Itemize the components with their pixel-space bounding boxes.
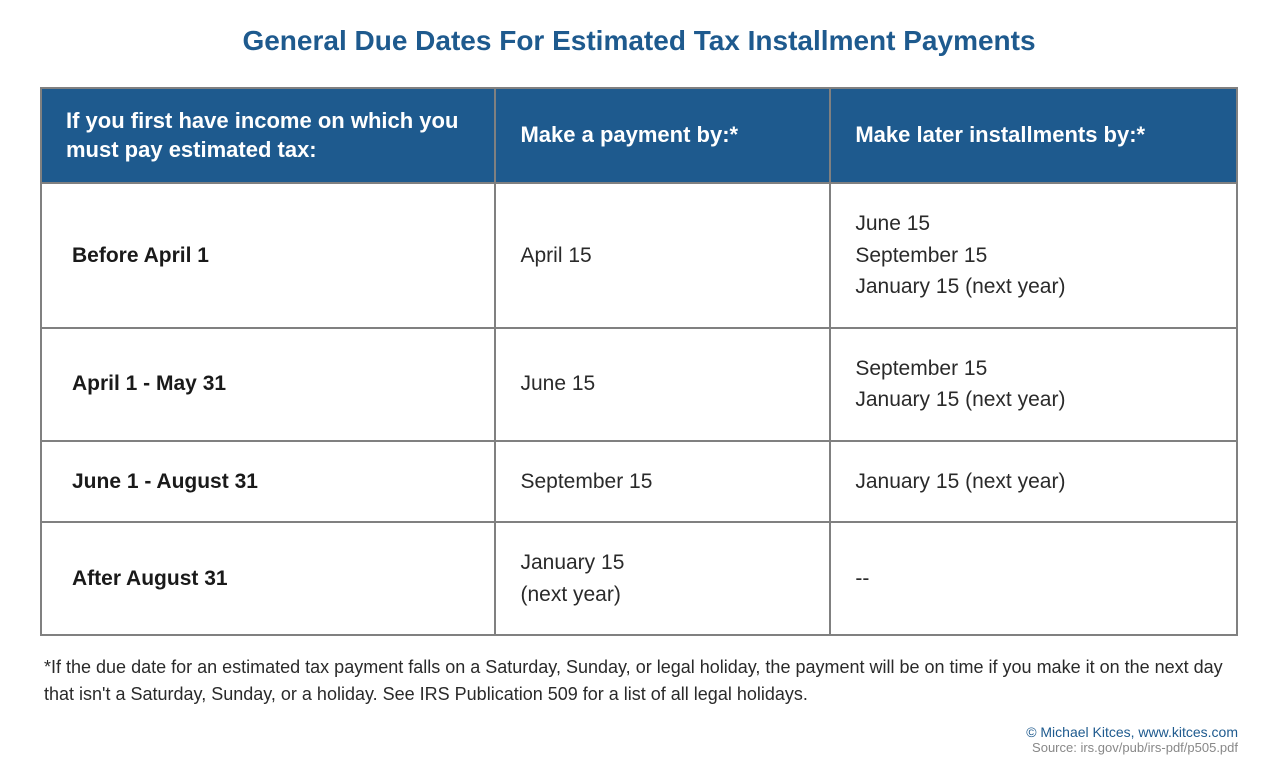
- header-payment-by: Make a payment by:*: [495, 88, 830, 183]
- cell-later: September 15January 15 (next year): [830, 328, 1237, 441]
- table-row: Before April 1 April 15 June 15September…: [41, 183, 1237, 328]
- page-title: General Due Dates For Estimated Tax Inst…: [40, 25, 1238, 57]
- cell-later: --: [830, 522, 1237, 635]
- cell-later: January 15 (next year): [830, 441, 1237, 523]
- table-row: April 1 - May 31 June 15 September 15Jan…: [41, 328, 1237, 441]
- footnote-text: *If the due date for an estimated tax pa…: [40, 654, 1238, 708]
- cell-period: After August 31: [41, 522, 495, 635]
- cell-later: June 15September 15January 15 (next year…: [830, 183, 1237, 328]
- cell-payment-by: June 15: [495, 328, 830, 441]
- source-text: Source: irs.gov/pub/irs-pdf/p505.pdf: [40, 740, 1238, 755]
- cell-payment-by: September 15: [495, 441, 830, 523]
- tax-dates-table: If you first have income on which you mu…: [40, 87, 1238, 636]
- cell-period: April 1 - May 31: [41, 328, 495, 441]
- cell-period: Before April 1: [41, 183, 495, 328]
- cell-payment-by: January 15(next year): [495, 522, 830, 635]
- header-later-installments: Make later installments by:*: [830, 88, 1237, 183]
- cell-period: June 1 - August 31: [41, 441, 495, 523]
- table-row: June 1 - August 31 September 15 January …: [41, 441, 1237, 523]
- cell-payment-by: April 15: [495, 183, 830, 328]
- attribution-text: © Michael Kitces, www.kitces.com: [40, 724, 1238, 740]
- table-row: After August 31 January 15(next year) --: [41, 522, 1237, 635]
- header-income-period: If you first have income on which you mu…: [41, 88, 495, 183]
